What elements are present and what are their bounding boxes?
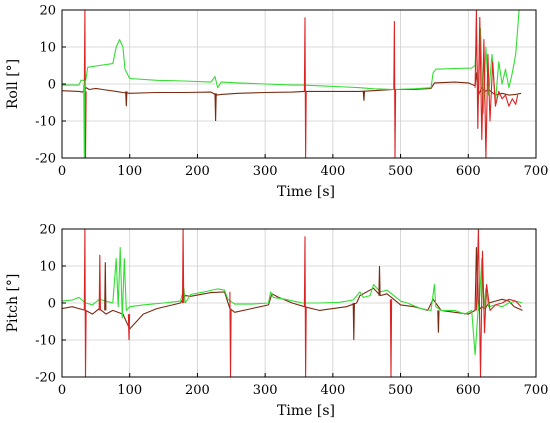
pitch-y-axis-label: Pitch [°] <box>5 274 21 333</box>
roll-y-tick-label: -20 <box>35 152 56 167</box>
pitch-y-tick-label: -10 <box>35 334 56 349</box>
roll-x-ticks: 0 100 200 300 400 500 600 700 <box>58 154 549 179</box>
pitch-spike <box>181 229 185 304</box>
pitch-spike <box>437 310 440 333</box>
roll-x-tick-label: 700 <box>524 164 549 179</box>
pitch-gridlines <box>61 228 537 378</box>
pitch-x-axis-label: Time [s] <box>277 403 335 419</box>
roll-x-tick-label: 300 <box>253 164 278 179</box>
roll-spike <box>214 93 217 122</box>
roll-y-tick-label: 10 <box>39 41 56 56</box>
pitch-spike <box>389 299 393 377</box>
roll-x-tick-label: 500 <box>388 164 413 179</box>
roll-y-tick-label: 0 <box>48 78 56 93</box>
roll-series-red <box>474 10 519 158</box>
roll-series-dark <box>62 72 522 96</box>
pitch-spike <box>104 262 107 311</box>
pitch-spike <box>352 302 355 341</box>
roll-spike <box>393 21 397 158</box>
roll-spike <box>125 91 128 107</box>
pitch-series-layer <box>62 229 523 377</box>
roll-x-tick-label: 200 <box>185 164 210 179</box>
roll-gridlines <box>61 9 537 159</box>
pitch-spike <box>229 291 232 377</box>
roll-y-tick-label: -10 <box>35 115 56 130</box>
pitch-spike <box>83 229 87 377</box>
pitch-series-dark <box>62 246 523 330</box>
pitch-x-tick-label: 0 <box>58 383 66 398</box>
pitch-spike <box>127 314 131 341</box>
pitch-x-tick-label: 600 <box>456 383 481 398</box>
pitch-x-tick-label: 500 <box>388 383 413 398</box>
pitch-spike <box>378 265 381 296</box>
roll-series-layer <box>62 10 522 158</box>
roll-x-tick-label: 0 <box>58 164 66 179</box>
pitch-x-tick-label: 400 <box>320 383 345 398</box>
pitch-series-green <box>62 246 523 356</box>
roll-spike <box>362 91 366 101</box>
roll-x-tick-label: 100 <box>117 164 142 179</box>
roll-x-tick-label: 400 <box>320 164 345 179</box>
pitch-x-tick-label: 300 <box>253 383 278 398</box>
pitch-x-tick-label: 100 <box>117 383 142 398</box>
roll-spike <box>83 80 86 158</box>
roll-y-ticks: 20 10 0 -10 -20 <box>35 4 66 167</box>
roll-x-tick-label: 600 <box>456 164 481 179</box>
pitch-y-tick-label: 20 <box>39 223 56 238</box>
pitch-y-tick-label: 0 <box>48 297 56 312</box>
pitch-y-tick-label: 10 <box>39 260 56 275</box>
pitch-y-ticks: 20 10 0 -10 -20 <box>35 223 66 386</box>
roll-spike <box>303 17 307 158</box>
pitch-x-tick-label: 700 <box>524 383 549 398</box>
roll-y-tick-label: 20 <box>39 4 56 19</box>
pitch-spike <box>98 254 101 311</box>
pitch-spike <box>303 236 307 377</box>
pitch-x-tick-label: 200 <box>185 383 210 398</box>
pitch-x-ticks: 0 100 200 300 400 500 600 700 <box>58 373 549 398</box>
pitch-y-tick-label: -20 <box>35 371 56 386</box>
roll-y-axis-label: Roll [°] <box>5 59 21 109</box>
roll-series-green <box>62 10 520 115</box>
roll-x-axis-label: Time [s] <box>277 184 335 200</box>
pitch-series-red <box>475 229 522 377</box>
